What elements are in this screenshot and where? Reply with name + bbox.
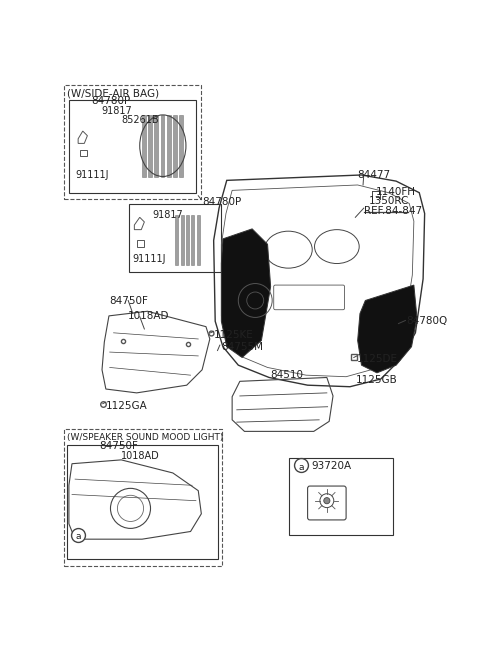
Bar bbox=[64, 429, 222, 566]
Text: 91111J: 91111J bbox=[132, 255, 166, 264]
Text: 84755M: 84755M bbox=[221, 342, 264, 352]
Bar bbox=[69, 100, 196, 193]
Bar bbox=[155, 115, 158, 176]
Text: 1018AD: 1018AD bbox=[121, 451, 160, 461]
Text: 91817: 91817 bbox=[101, 106, 132, 116]
Text: 84510: 84510 bbox=[271, 370, 304, 380]
Bar bbox=[192, 215, 194, 265]
Bar bbox=[148, 115, 152, 176]
Text: 84477: 84477 bbox=[358, 170, 391, 180]
Text: 1125DE: 1125DE bbox=[357, 354, 398, 364]
Text: (W/SPEAKER SOUND MOOD LIGHT): (W/SPEAKER SOUND MOOD LIGHT) bbox=[67, 433, 224, 442]
Bar bbox=[180, 215, 184, 265]
Text: 1125KE: 1125KE bbox=[214, 330, 253, 340]
Circle shape bbox=[324, 498, 330, 504]
Bar bbox=[129, 204, 221, 272]
Text: 1140FH: 1140FH bbox=[375, 186, 415, 197]
Text: 84750F: 84750F bbox=[99, 441, 138, 451]
Bar bbox=[175, 215, 178, 265]
Text: (W/SIDE-AIR BAG): (W/SIDE-AIR BAG) bbox=[67, 89, 159, 99]
Text: 1350RC: 1350RC bbox=[369, 195, 409, 206]
Text: 84780P: 84780P bbox=[202, 197, 241, 207]
Bar bbox=[160, 115, 164, 176]
Text: 85261B: 85261B bbox=[121, 115, 159, 125]
Bar bbox=[64, 85, 201, 199]
Text: 91817: 91817 bbox=[152, 210, 183, 220]
Bar bbox=[67, 445, 217, 559]
Bar bbox=[289, 458, 393, 535]
Bar bbox=[173, 115, 177, 176]
Bar bbox=[186, 215, 189, 265]
Polygon shape bbox=[221, 229, 271, 358]
Text: 93720A: 93720A bbox=[312, 461, 351, 472]
Text: a: a bbox=[75, 532, 81, 541]
Text: 91111J: 91111J bbox=[75, 170, 108, 180]
Bar bbox=[167, 115, 170, 176]
Bar bbox=[179, 115, 183, 176]
Text: 1125GB: 1125GB bbox=[355, 375, 397, 385]
Text: 1125GA: 1125GA bbox=[106, 401, 148, 411]
Text: 84780Q: 84780Q bbox=[406, 316, 447, 326]
Polygon shape bbox=[358, 285, 417, 373]
Bar bbox=[142, 115, 146, 176]
Text: 1018AD: 1018AD bbox=[127, 311, 169, 321]
Text: REF.84-847: REF.84-847 bbox=[364, 206, 422, 216]
Text: a: a bbox=[299, 463, 304, 472]
Bar bbox=[197, 215, 200, 265]
Text: 84780P: 84780P bbox=[92, 96, 131, 106]
Text: 84750F: 84750F bbox=[109, 296, 148, 306]
